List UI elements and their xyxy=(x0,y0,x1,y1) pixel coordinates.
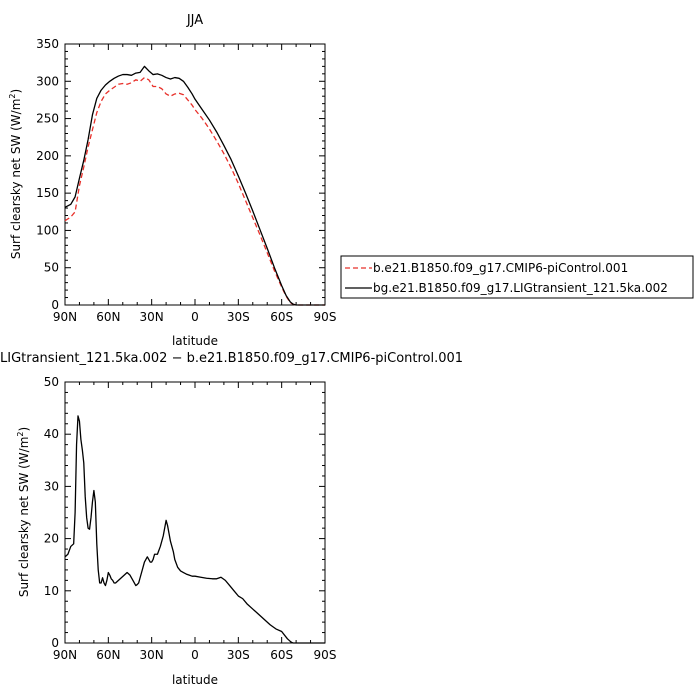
top-y-tick-label: 100 xyxy=(36,223,59,237)
top-x-tick-label: 30N xyxy=(140,310,164,324)
legend-label-lig: bg.e21.B1850.f09_g17.LIGtransient_121.5k… xyxy=(373,281,668,295)
bottom-x-tick-label: 60S xyxy=(270,648,293,662)
bottom-y-axis-label-sup: 2 xyxy=(16,432,25,437)
top-x-axis-label: latitude xyxy=(172,334,218,348)
top-plot-frame xyxy=(64,43,326,306)
top-x-tick-label: 60S xyxy=(270,310,293,324)
bottom-x-tick-label: 0 xyxy=(191,648,199,662)
top-y-tick-label: 0 xyxy=(51,298,59,312)
top-x-tick-label: 30S xyxy=(227,310,250,324)
bottom-plot-frame xyxy=(64,381,326,644)
top-chart-title: JJA xyxy=(186,13,203,28)
bottom-y-axis-label: Surf clearsky net SW (W/m2) xyxy=(16,427,31,597)
top-x-tick-label: 0 xyxy=(191,310,199,324)
bottom-y-tick-label: 50 xyxy=(44,375,59,389)
top-y-tick-label: 150 xyxy=(36,186,59,200)
top-y-axis-label: Surf clearsky net SW (W/m2) xyxy=(8,89,23,259)
top-y-axis-label-close: ) xyxy=(9,89,23,94)
bottom-y-tick-label: 20 xyxy=(44,532,59,546)
bottom-chart-title: LIGtransient_121.5ka.002 − b.e21.B1850.f… xyxy=(0,351,463,366)
top-x-tick-label: 60N xyxy=(96,310,120,324)
bottom-series-group xyxy=(64,415,325,644)
top-y-tick-label: 300 xyxy=(36,74,59,88)
bottom-panel: LIGtransient_121.5ka.002 − b.e21.B1850.f… xyxy=(0,351,463,687)
bottom-x-tick-label: 90S xyxy=(314,648,337,662)
top-series-line-1 xyxy=(64,65,325,306)
top-y-tick-label: 350 xyxy=(36,37,59,51)
top-y-axis-label-main: Surf clearsky net SW (W/m xyxy=(9,99,23,260)
top-panel: JJA 90N 60N 30N 0 30S 60S 90S 0 50 100 150 200 250 30… xyxy=(8,13,336,348)
legend-label-control: b.e21.B1850.f09_g17.CMIP6-piControl.001 xyxy=(373,261,628,275)
top-series-group xyxy=(64,65,325,306)
bottom-y-axis-label-main: Surf clearsky net SW (W/m xyxy=(17,437,31,598)
top-series-line-0 xyxy=(64,76,325,306)
top-x-tick-label: 90N xyxy=(53,310,77,324)
top-y-tick-label: 50 xyxy=(44,261,59,275)
bottom-y-axis-label-close: ) xyxy=(17,427,31,432)
top-y-tick-label: 250 xyxy=(36,112,59,126)
legend: b.e21.B1850.f09_g17.CMIP6-piControl.001 … xyxy=(340,255,694,299)
top-axis-ticks: 90N 60N 30N 0 30S 60S 90S 0 50 100 150 200 250 300 350 xyxy=(36,37,336,324)
bottom-y-tick-label: 10 xyxy=(44,584,59,598)
top-x-tick-label: 90S xyxy=(314,310,337,324)
top-y-tick-label: 200 xyxy=(36,149,59,163)
bottom-axis-ticks: 90N 60N 30N 0 30S 60S 90S 0 10 20 30 40 50 xyxy=(44,375,337,662)
bottom-y-tick-label: 0 xyxy=(51,636,59,650)
bottom-x-axis-label: latitude xyxy=(172,673,218,687)
bottom-y-tick-label: 40 xyxy=(44,427,59,441)
bottom-x-tick-label: 30N xyxy=(140,648,164,662)
bottom-x-tick-label: 60N xyxy=(96,648,120,662)
bottom-y-tick-label: 30 xyxy=(44,479,59,493)
legend-box xyxy=(340,255,694,299)
bottom-series-line-0 xyxy=(64,415,325,644)
top-y-axis-label-sup: 2 xyxy=(8,94,17,99)
bottom-x-tick-label: 90N xyxy=(53,648,77,662)
bottom-x-tick-label: 30S xyxy=(227,648,250,662)
